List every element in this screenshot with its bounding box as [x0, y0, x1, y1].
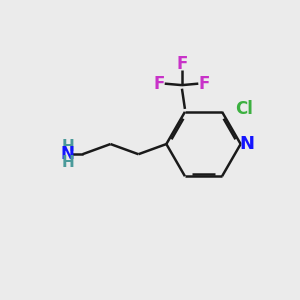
Text: F: F — [153, 75, 164, 93]
Text: F: F — [176, 55, 188, 73]
Text: H: H — [61, 155, 74, 170]
Text: N: N — [240, 135, 255, 153]
Text: F: F — [199, 75, 210, 93]
Text: N: N — [61, 145, 75, 163]
Text: H: H — [61, 139, 74, 154]
Text: Cl: Cl — [236, 100, 253, 118]
